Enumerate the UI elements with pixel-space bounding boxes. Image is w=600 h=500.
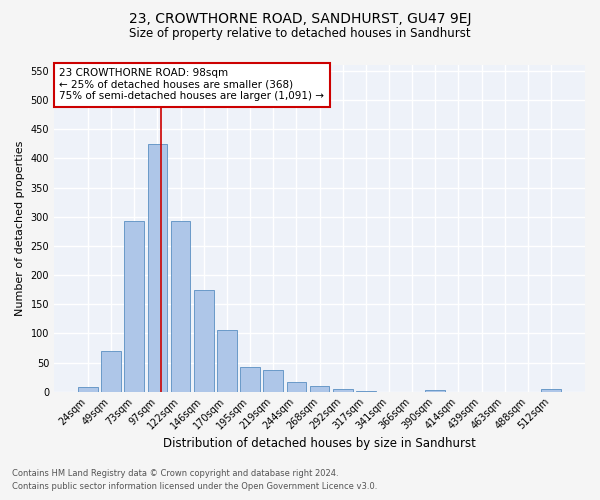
Bar bbox=[310, 386, 329, 392]
Bar bbox=[425, 390, 445, 392]
Bar bbox=[333, 389, 353, 392]
Bar bbox=[356, 390, 376, 392]
Text: Size of property relative to detached houses in Sandhurst: Size of property relative to detached ho… bbox=[129, 28, 471, 40]
Bar bbox=[101, 351, 121, 392]
Bar bbox=[217, 330, 237, 392]
X-axis label: Distribution of detached houses by size in Sandhurst: Distribution of detached houses by size … bbox=[163, 437, 476, 450]
Bar bbox=[287, 382, 306, 392]
Bar bbox=[148, 144, 167, 392]
Bar bbox=[194, 290, 214, 392]
Y-axis label: Number of detached properties: Number of detached properties bbox=[15, 140, 25, 316]
Text: Contains public sector information licensed under the Open Government Licence v3: Contains public sector information licen… bbox=[12, 482, 377, 491]
Text: 23, CROWTHORNE ROAD, SANDHURST, GU47 9EJ: 23, CROWTHORNE ROAD, SANDHURST, GU47 9EJ bbox=[129, 12, 471, 26]
Text: Contains HM Land Registry data © Crown copyright and database right 2024.: Contains HM Land Registry data © Crown c… bbox=[12, 468, 338, 477]
Text: 23 CROWTHORNE ROAD: 98sqm
← 25% of detached houses are smaller (368)
75% of semi: 23 CROWTHORNE ROAD: 98sqm ← 25% of detac… bbox=[59, 68, 325, 102]
Bar bbox=[78, 387, 98, 392]
Bar bbox=[240, 366, 260, 392]
Bar bbox=[541, 390, 561, 392]
Bar bbox=[263, 370, 283, 392]
Bar bbox=[171, 221, 190, 392]
Bar bbox=[124, 221, 144, 392]
